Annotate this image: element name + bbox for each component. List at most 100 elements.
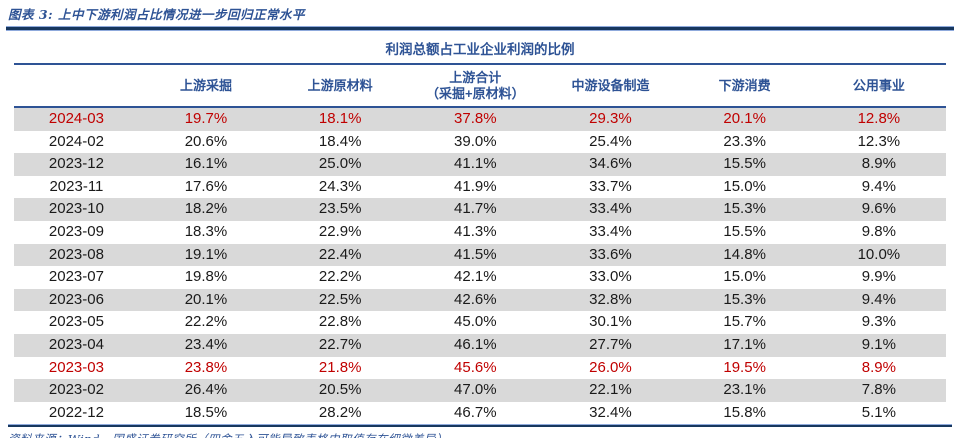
value-cell: 23.3%	[723, 132, 766, 150]
period-cell: 2023-11	[49, 177, 104, 195]
period-cell: 2024-02	[48, 132, 104, 150]
value-cell: 20.1%	[723, 110, 766, 127]
period-cell: 2023-08	[48, 245, 104, 263]
table-row: 2023-03 23.8% 21.8% 45.6% 26.0% 19.5% 8.9%	[14, 357, 946, 380]
column-header: 上游采掘	[138, 65, 274, 108]
period-cell: 2023-02	[48, 381, 104, 399]
period-cell: 2023-06	[48, 290, 104, 308]
value-cell: 9.4%	[861, 290, 896, 308]
value-cell: 47.0%	[454, 381, 497, 399]
value-cell: 32.4%	[589, 403, 632, 421]
value-cell: 45.6%	[454, 358, 497, 376]
value-cell: 15.7%	[723, 313, 766, 331]
period-cell: 2023-10	[48, 200, 104, 218]
value-cell: 23.1%	[723, 381, 766, 399]
value-cell: 16.1%	[184, 155, 228, 173]
value-cell: 18.5%	[184, 403, 228, 421]
period-cell: 2023-04	[48, 335, 104, 353]
value-cell: 19.8%	[184, 268, 228, 286]
value-cell: 15.3%	[723, 290, 766, 308]
value-cell: 9.6%	[861, 200, 896, 218]
value-cell: 19.5%	[723, 358, 766, 376]
value-cell: 9.4%	[861, 177, 896, 195]
value-cell: 25.4%	[589, 132, 632, 150]
value-cell: 15.3%	[723, 200, 766, 218]
value-cell: 12.3%	[857, 132, 901, 150]
value-cell: 12.8%	[857, 110, 901, 127]
value-cell: 42.1%	[454, 268, 497, 286]
source-note: 资料来源：Wind，国盛证券研究所（四舍五入可能导致表格中取值存在细微差异）	[0, 427, 960, 438]
value-cell: 26.4%	[184, 381, 228, 399]
table-row: 2023-09 18.3% 22.9% 41.3% 33.4% 15.5% 9.8%	[14, 221, 946, 244]
value-cell: 41.7%	[454, 200, 497, 218]
value-cell: 33.6%	[589, 245, 632, 263]
table-row: 2023-04 23.4% 22.7% 46.1% 27.7% 17.1% 9.1%	[14, 333, 946, 357]
value-cell: 23.5%	[318, 200, 362, 218]
value-cell: 32.8%	[589, 290, 632, 308]
value-cell: 20.6%	[184, 132, 228, 150]
value-cell: 41.1%	[454, 155, 497, 173]
figure-caption: 图表 3: 上中下游利润占比情况进一步回归正常水平	[8, 7, 306, 22]
value-cell: 46.7%	[454, 403, 497, 421]
period-cell: 2023-03	[48, 358, 104, 376]
value-cell: 33.0%	[589, 268, 632, 286]
table-row: 2022-12 18.5% 28.2% 46.7% 32.4% 15.8% 5.1%	[14, 402, 946, 425]
period-cell: 2023-07	[48, 268, 104, 286]
value-cell: 15.5%	[723, 222, 766, 240]
value-cell: 33.4%	[589, 200, 632, 218]
value-cell: 9.1%	[861, 335, 896, 353]
value-cell: 9.9%	[861, 268, 896, 286]
value-cell: 30.1%	[589, 313, 632, 331]
value-cell: 22.8%	[318, 313, 362, 331]
value-cell: 18.4%	[318, 132, 362, 150]
value-cell: 22.5%	[318, 290, 362, 308]
table-title: 利润总额占工业企业利润的比例	[14, 31, 946, 65]
column-header	[14, 65, 139, 108]
value-cell: 17.6%	[184, 177, 228, 195]
value-cell: 41.9%	[454, 177, 497, 195]
value-cell: 18.2%	[184, 200, 228, 218]
value-cell: 41.5%	[454, 245, 497, 263]
value-cell: 9.8%	[861, 222, 896, 240]
profit-share-table: 上游采掘 上游原材料 上游合计 （采掘+原材料） 中游设备制造 下游消费 公用事业 2024…	[14, 65, 946, 424]
value-cell: 8.9%	[861, 358, 896, 376]
table-row: 2023-05 22.2% 22.8% 45.0% 30.1% 15.7% 9.3%	[14, 311, 946, 334]
profit-share-table-wrap: 利润总额占工业企业利润的比例 上游采掘 上游原材料 上游合计 （采掘+原材料） 中游设备…	[14, 31, 946, 424]
value-cell: 21.8%	[318, 358, 362, 376]
column-header: 公用事业	[811, 65, 946, 108]
column-header: 上游合计 （采掘+原材料）	[407, 65, 544, 108]
value-cell: 37.8%	[454, 110, 497, 127]
value-cell: 26.0%	[589, 358, 632, 376]
column-header: 中游设备制造	[543, 65, 678, 108]
value-cell: 22.2%	[318, 268, 362, 286]
value-cell: 22.4%	[318, 245, 362, 263]
table-row: 2024-03 19.7% 18.1% 37.8% 29.3% 20.1% 12.8%	[14, 107, 946, 131]
value-cell: 22.7%	[318, 335, 362, 353]
value-cell: 22.9%	[318, 222, 362, 240]
value-cell: 45.0%	[454, 313, 497, 331]
value-cell: 14.8%	[723, 245, 766, 263]
value-cell: 41.3%	[454, 222, 497, 240]
table-row: 2023-10 18.2% 23.5% 41.7% 33.4% 15.3% 9.6%	[14, 198, 946, 221]
value-cell: 46.1%	[454, 335, 497, 353]
value-cell: 17.1%	[723, 335, 766, 353]
value-cell: 33.7%	[589, 177, 632, 195]
value-cell: 23.4%	[184, 335, 228, 353]
value-cell: 22.1%	[589, 381, 632, 399]
period-cell: 2022-12	[48, 403, 104, 421]
value-cell: 42.6%	[454, 290, 497, 308]
top-rule	[6, 26, 954, 31]
value-cell: 28.2%	[318, 403, 362, 421]
table-header-row: 上游采掘 上游原材料 上游合计 （采掘+原材料） 中游设备制造 下游消费 公用事业	[14, 65, 946, 108]
value-cell: 39.0%	[454, 132, 497, 150]
value-cell: 33.4%	[589, 222, 632, 240]
value-cell: 9.3%	[861, 313, 896, 331]
value-cell: 7.8%	[861, 381, 896, 399]
value-cell: 18.1%	[318, 110, 362, 127]
value-cell: 19.1%	[184, 245, 228, 263]
table-row: 2023-07 19.8% 22.2% 42.1% 33.0% 15.0% 9.9%	[14, 266, 946, 289]
table-row: 2023-11 17.6% 24.3% 41.9% 33.7% 15.0% 9.4%	[14, 176, 946, 199]
period-cell: 2023-12	[48, 155, 104, 173]
table-row: 2023-12 16.1% 25.0% 41.1% 34.6% 15.5% 8.9%	[14, 153, 946, 176]
value-cell: 25.0%	[318, 155, 362, 173]
